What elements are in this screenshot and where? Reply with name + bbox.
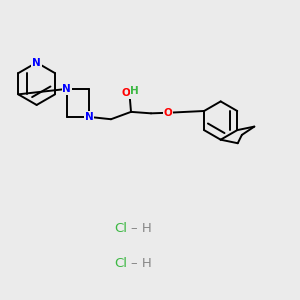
Text: N: N (32, 58, 41, 68)
Text: Cl: Cl (115, 221, 128, 235)
Text: N: N (85, 112, 93, 122)
Text: O: O (164, 108, 172, 118)
Text: – H: – H (131, 221, 152, 235)
Text: N: N (62, 84, 71, 94)
Text: H: H (130, 86, 139, 96)
Text: Cl: Cl (115, 257, 128, 270)
Text: O: O (122, 88, 130, 98)
Text: – H: – H (131, 257, 152, 270)
